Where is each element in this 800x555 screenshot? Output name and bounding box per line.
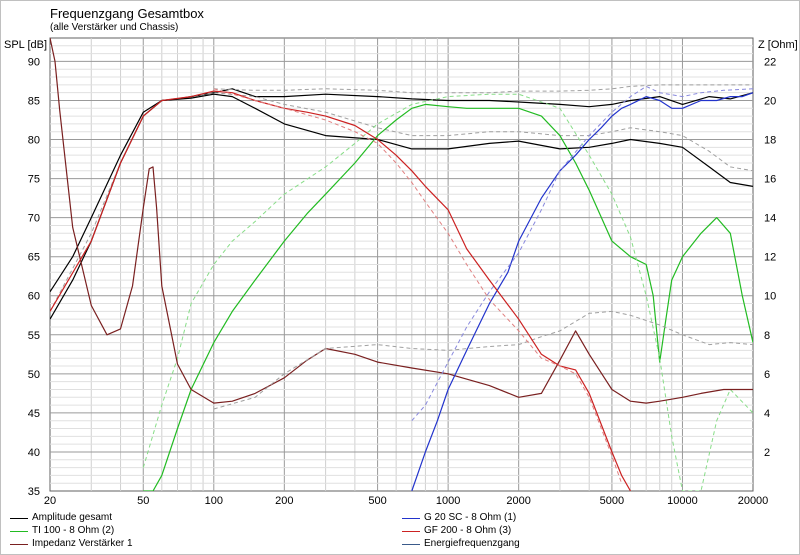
series-line (213, 310, 753, 410)
series-line (50, 90, 632, 491)
legend-swatch (402, 544, 420, 545)
y-tick-label-right: 10 (764, 291, 776, 303)
series-line (143, 103, 753, 491)
y-tick-label-right: 2 (764, 447, 770, 459)
series-line (411, 85, 753, 422)
axes: SPL [dB] Z [Ohm] 20 50 100 200 500 1000 2000 50… (4, 39, 798, 507)
x-tick-label: 50 (137, 495, 149, 507)
legend-label: Energiefrequenzgang (424, 538, 520, 549)
legend-swatch (10, 544, 28, 545)
y-axis-label-left: SPL [dB] (4, 39, 47, 51)
y-tick-label-left: 50 (28, 369, 40, 381)
x-tick-label: 1000 (436, 495, 460, 507)
series-line (213, 84, 753, 94)
x-tick-label: 20000 (738, 495, 769, 507)
y-tick-label-right: 18 (764, 135, 776, 147)
y-axis-label-right: Z [Ohm] (758, 39, 798, 51)
y-tick-label-left: 40 (28, 447, 40, 459)
chart-title: Frequenzgang Gesamtbox (50, 6, 204, 21)
legend-label: G 20 SC - 8 Ohm (1) (424, 512, 517, 523)
x-tick-label: 5000 (600, 495, 624, 507)
y-tick-label-right: 16 (764, 174, 776, 186)
y-tick-label-left: 60 (28, 291, 40, 303)
x-tick-label: 200 (275, 495, 293, 507)
legend-label: TI 100 - 8 Ohm (2) (32, 525, 115, 536)
legend-label: Impedanz Verstärker 1 (32, 538, 133, 549)
chart-subtitle: (alle Verstärker und Chassis) (50, 22, 179, 33)
legend-swatch (10, 518, 28, 519)
legend-swatch (402, 518, 420, 519)
y-tick-label-right: 6 (764, 369, 770, 381)
legend-label: GF 200 - 8 Ohm (3) (424, 525, 512, 536)
series-lines (50, 38, 753, 491)
x-tick-label: 2000 (506, 495, 530, 507)
series-line (50, 92, 753, 312)
x-tick-label: 20 (44, 495, 56, 507)
y-tick-label-right: 22 (764, 56, 776, 68)
series-line (142, 93, 753, 491)
y-tick-label-right: 8 (764, 330, 770, 342)
legend-swatch (10, 531, 28, 532)
y-tick-label-left: 75 (28, 174, 40, 186)
series-line (50, 93, 753, 293)
x-tick-label: 500 (368, 495, 386, 507)
y-tick-label-left: 90 (28, 56, 40, 68)
y-tick-label-right: 4 (764, 408, 770, 420)
x-tick-label: 10000 (667, 495, 698, 507)
y-tick-label-left: 80 (28, 135, 40, 147)
y-tick-label-left: 55 (28, 330, 40, 342)
y-tick-label-left: 45 (28, 408, 40, 420)
series-line (411, 92, 753, 491)
y-tick-label-left: 35 (28, 486, 40, 498)
y-tick-label-left: 85 (28, 95, 40, 107)
x-tick-label: 100 (205, 495, 223, 507)
series-line (213, 88, 623, 484)
legend-swatch (402, 531, 420, 532)
y-tick-label-right: 14 (764, 213, 776, 225)
y-tick-label-left: 70 (28, 213, 40, 225)
y-tick-label-right: 20 (764, 95, 776, 107)
y-tick-label-left: 65 (28, 252, 40, 264)
legend-label: Amplitude gesamt (32, 512, 113, 523)
grid (49, 37, 754, 492)
y-tick-label-right: 12 (764, 252, 776, 264)
